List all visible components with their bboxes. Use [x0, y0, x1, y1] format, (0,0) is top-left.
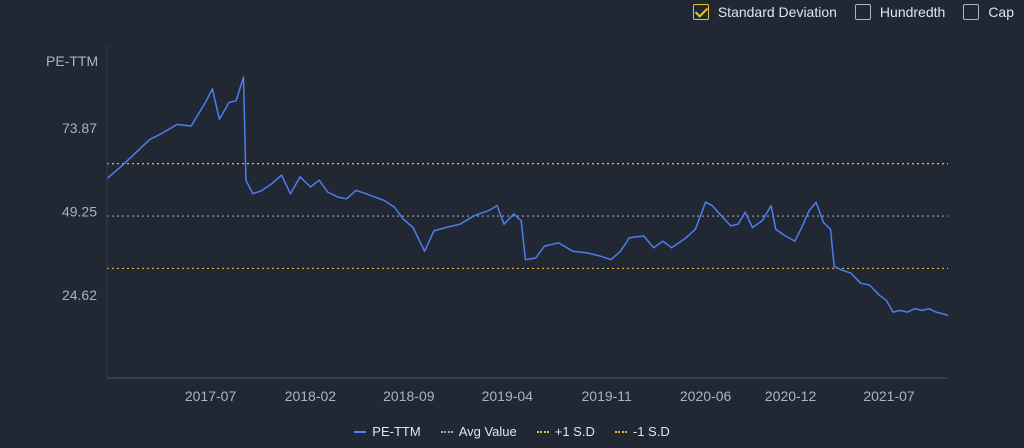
y-tick-label: 49.25 — [62, 203, 97, 219]
pe-ttm-chart: PE-TTM 24.62 49.25 73.87 2017-07 2018-02 201… — [46, 45, 949, 404]
hundredth-label: Hundredth — [879, 4, 946, 20]
pe-ttm-legend-swatch — [354, 430, 367, 433]
legend-label-minus-1-sd: -1 S.D — [632, 424, 670, 439]
legend-item-minus-1-sd[interactable]: -1 S.D — [614, 424, 670, 439]
minus-1-sd-legend-swatch — [614, 430, 627, 433]
unchecked-checkbox-icon[interactable] — [854, 4, 871, 20]
legend-label-plus-1-sd: +1 S.D — [554, 424, 595, 439]
legend-item-plus-1-sd[interactable]: +1 S.D — [536, 424, 595, 439]
y-axis-title: PE-TTM — [46, 53, 98, 69]
x-tick-label: 2018-09 — [383, 388, 435, 404]
y-tick-label: 24.62 — [62, 287, 97, 303]
x-tick-label: 2017-07 — [185, 388, 237, 404]
pe-ttm-series-line — [106, 76, 949, 317]
unchecked-checkbox-icon[interactable] — [963, 4, 980, 20]
x-tick-label: 2018-02 — [285, 388, 337, 404]
standard-deviation-toggle[interactable]: Standard Deviation — [692, 4, 837, 20]
y-tick-label: 73.87 — [62, 120, 97, 136]
x-tick-label: 2020-06 — [680, 388, 732, 404]
indicator-toggle-group: Standard Deviation Hundredth Cap — [692, 4, 1014, 20]
cap-toggle[interactable]: Cap — [963, 4, 1014, 20]
x-tick-label: 2020-12 — [765, 388, 817, 404]
hundredth-toggle[interactable]: Hundredth — [854, 4, 946, 20]
chart-legend: PE-TTM Avg Value +1 S.D -1 S.D — [0, 424, 1024, 439]
x-tick-label: 2019-04 — [482, 388, 534, 404]
legend-item-pe-ttm[interactable]: PE-TTM — [354, 424, 421, 439]
avg-value-legend-swatch — [440, 430, 453, 433]
x-tick-label: 2019-11 — [582, 388, 633, 404]
standard-deviation-label: Standard Deviation — [717, 4, 837, 20]
legend-label-pe-ttm: PE-TTM — [372, 424, 421, 439]
plus-1-sd-legend-swatch — [536, 430, 549, 433]
legend-item-avg-value[interactable]: Avg Value — [440, 424, 517, 439]
cap-label: Cap — [988, 4, 1014, 20]
legend-label-avg-value: Avg Value — [458, 424, 517, 439]
checked-checkbox-icon[interactable] — [692, 4, 709, 20]
x-tick-label: 2021-07 — [863, 388, 915, 404]
